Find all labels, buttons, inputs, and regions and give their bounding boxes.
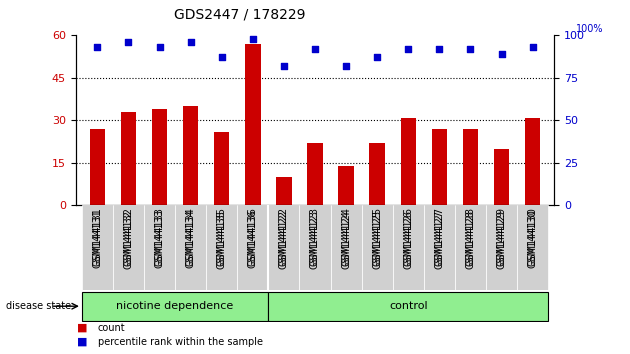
Bar bbox=[338, 166, 354, 205]
Text: GSM144132: GSM144132 bbox=[123, 207, 134, 266]
Bar bbox=[121, 112, 136, 205]
Bar bbox=[89, 129, 105, 205]
Text: percentile rank within the sample: percentile rank within the sample bbox=[98, 337, 263, 347]
Text: GSM144131: GSM144131 bbox=[93, 210, 102, 268]
Text: GSM144134: GSM144134 bbox=[186, 210, 196, 268]
Bar bbox=[175, 205, 206, 290]
Point bbox=[403, 46, 413, 52]
Text: GSM144128: GSM144128 bbox=[466, 210, 476, 269]
Text: GSM144124: GSM144124 bbox=[341, 207, 351, 266]
Bar bbox=[455, 205, 486, 290]
Point bbox=[123, 39, 134, 45]
Bar bbox=[401, 118, 416, 205]
Point bbox=[434, 46, 444, 52]
Text: GSM144134: GSM144134 bbox=[186, 207, 196, 266]
Bar bbox=[152, 109, 168, 205]
Text: disease state: disease state bbox=[6, 301, 71, 311]
Text: count: count bbox=[98, 323, 125, 333]
Text: GSM144122: GSM144122 bbox=[279, 207, 289, 266]
Point bbox=[248, 36, 258, 42]
Point bbox=[496, 51, 507, 57]
Text: GSM144131: GSM144131 bbox=[93, 207, 102, 266]
Text: GSM144125: GSM144125 bbox=[372, 210, 382, 269]
Text: GSM144135: GSM144135 bbox=[217, 207, 227, 266]
Text: control: control bbox=[389, 301, 428, 311]
Bar bbox=[331, 205, 362, 290]
Bar bbox=[206, 205, 238, 290]
Text: GSM144129: GSM144129 bbox=[496, 207, 507, 266]
Text: GSM144125: GSM144125 bbox=[372, 207, 382, 266]
Text: GSM144127: GSM144127 bbox=[434, 210, 444, 269]
Point bbox=[341, 63, 351, 69]
Text: ■: ■ bbox=[77, 323, 87, 333]
Point bbox=[279, 63, 289, 69]
Point bbox=[527, 45, 537, 50]
Bar bbox=[113, 205, 144, 290]
Bar bbox=[525, 118, 541, 205]
Text: ■: ■ bbox=[77, 337, 87, 347]
Text: GSM144132: GSM144132 bbox=[123, 210, 134, 269]
Bar bbox=[517, 205, 548, 290]
Bar bbox=[144, 205, 175, 290]
Bar bbox=[494, 149, 509, 205]
Point bbox=[154, 45, 164, 50]
Text: GSM144136: GSM144136 bbox=[248, 207, 258, 266]
Point bbox=[217, 55, 227, 60]
Point bbox=[466, 46, 476, 52]
Bar bbox=[424, 205, 455, 290]
Bar bbox=[369, 143, 385, 205]
Point bbox=[372, 55, 382, 60]
Bar bbox=[299, 205, 331, 290]
Text: GSM144126: GSM144126 bbox=[403, 210, 413, 269]
Point bbox=[310, 46, 320, 52]
Bar bbox=[432, 129, 447, 205]
Text: nicotine dependence: nicotine dependence bbox=[117, 301, 234, 311]
Bar bbox=[268, 205, 299, 290]
Text: GSM144123: GSM144123 bbox=[310, 207, 320, 266]
Bar bbox=[486, 205, 517, 290]
Text: GSM144126: GSM144126 bbox=[403, 207, 413, 266]
Bar bbox=[268, 292, 548, 321]
Bar bbox=[392, 205, 424, 290]
Text: GSM144128: GSM144128 bbox=[466, 207, 476, 266]
Text: GSM144129: GSM144129 bbox=[496, 210, 507, 269]
Text: GSM144123: GSM144123 bbox=[310, 210, 320, 269]
Bar bbox=[462, 129, 478, 205]
Text: GSM144136: GSM144136 bbox=[248, 210, 258, 268]
Text: GSM144122: GSM144122 bbox=[279, 210, 289, 269]
Bar bbox=[183, 106, 198, 205]
Bar bbox=[82, 292, 268, 321]
Text: GSM144130: GSM144130 bbox=[528, 207, 537, 266]
Text: GSM144133: GSM144133 bbox=[154, 207, 164, 266]
Text: GDS2447 / 178229: GDS2447 / 178229 bbox=[174, 7, 305, 21]
Bar bbox=[245, 44, 261, 205]
Point bbox=[93, 45, 103, 50]
Text: GSM144130: GSM144130 bbox=[528, 210, 537, 268]
Text: 100%: 100% bbox=[576, 24, 604, 34]
Text: GSM144124: GSM144124 bbox=[341, 210, 351, 269]
Bar bbox=[307, 143, 323, 205]
Bar bbox=[362, 205, 392, 290]
Text: GSM144135: GSM144135 bbox=[217, 210, 227, 269]
Bar bbox=[214, 132, 229, 205]
Text: GSM144127: GSM144127 bbox=[434, 207, 444, 266]
Point bbox=[186, 39, 196, 45]
Bar bbox=[276, 177, 292, 205]
Bar bbox=[82, 205, 113, 290]
Text: GSM144133: GSM144133 bbox=[154, 210, 164, 268]
Bar bbox=[238, 205, 268, 290]
